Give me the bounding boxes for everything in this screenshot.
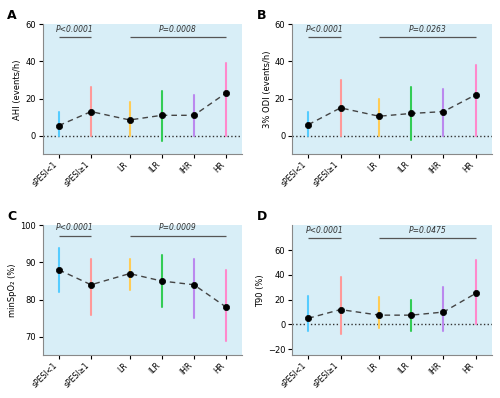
Y-axis label: 3% ODI (events/h): 3% ODI (events/h)	[263, 51, 272, 128]
Text: P<0.0001: P<0.0001	[56, 25, 94, 34]
Y-axis label: T90 (%): T90 (%)	[256, 274, 265, 306]
Text: P<0.0001: P<0.0001	[306, 226, 344, 235]
Text: A: A	[7, 8, 16, 21]
Text: B: B	[256, 8, 266, 21]
Text: P=0.0475: P=0.0475	[408, 226, 446, 235]
Y-axis label: minSpO₂ (%): minSpO₂ (%)	[8, 263, 18, 317]
Text: P<0.0001: P<0.0001	[306, 25, 344, 34]
Text: D: D	[256, 210, 266, 222]
Text: P=0.0008: P=0.0008	[159, 25, 196, 34]
Text: P=0.0009: P=0.0009	[159, 223, 196, 232]
Y-axis label: AHI (events/h): AHI (events/h)	[14, 59, 22, 119]
Text: P=0.0263: P=0.0263	[408, 25, 446, 34]
Text: P<0.0001: P<0.0001	[56, 223, 94, 232]
Text: C: C	[7, 210, 16, 222]
